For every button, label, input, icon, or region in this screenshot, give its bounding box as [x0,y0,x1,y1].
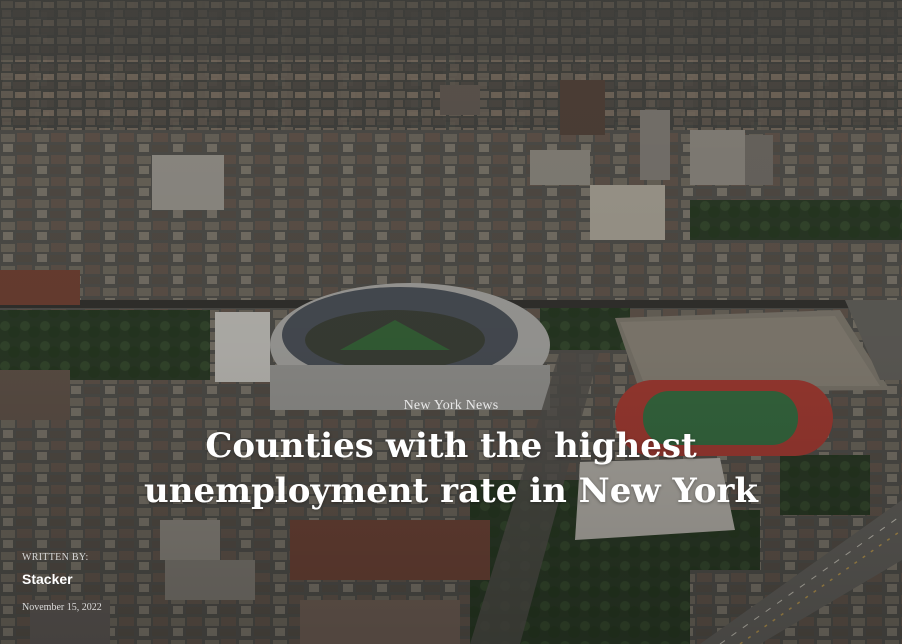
category-link[interactable]: New York News [403,398,499,413]
article-title: Counties with the highest unemployment r… [101,424,801,514]
article-title-line-1: Counties with the highest [205,426,697,466]
publish-date: November 15, 2022 [22,602,102,613]
author-name[interactable]: Stacker [22,571,73,587]
article-title-line-2: unemployment rate in New York [144,471,758,511]
written-by-label: WRITTEN BY: [22,552,89,563]
byline: WRITTEN BY: Stacker November 15, 2022 [22,552,102,613]
headline-block: New York News Counties with the highest … [0,394,902,514]
